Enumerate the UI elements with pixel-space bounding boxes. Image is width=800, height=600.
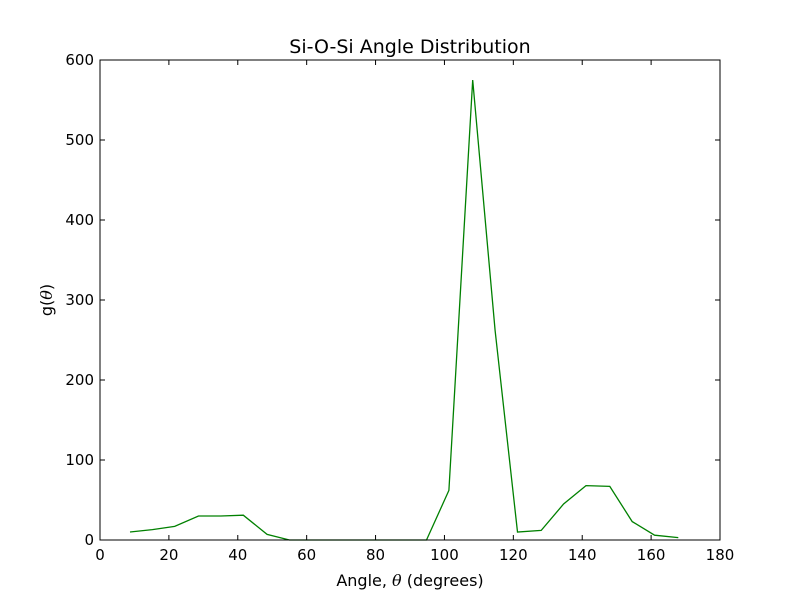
chart-title: Si-O-Si Angle Distribution — [289, 36, 530, 58]
y-tick-label: 400 — [65, 211, 94, 229]
y-tick-label: 600 — [65, 51, 94, 69]
plot-frame — [99, 59, 721, 541]
x-tick-label: 20 — [159, 546, 178, 564]
y-axis-label-suffix: ) — [37, 284, 56, 290]
x-tick-label: 60 — [297, 546, 316, 564]
x-tick-label: 120 — [499, 546, 528, 564]
y-axis-label-prefix: g( — [37, 300, 56, 316]
x-tick-label: 140 — [568, 546, 597, 564]
x-tick-label: 40 — [228, 546, 247, 564]
y-tick-label: 100 — [65, 451, 94, 469]
x-tick-label: 80 — [366, 546, 385, 564]
x-tick-label: 180 — [706, 546, 735, 564]
x-tick-label: 160 — [637, 546, 666, 564]
y-axis-label-symbol: θ — [37, 290, 56, 300]
y-axis-label: g(θ) — [37, 284, 56, 316]
y-tick-label: 200 — [65, 371, 94, 389]
y-tick-label: 0 — [84, 531, 94, 549]
x-axis-label-prefix: Angle, — [336, 571, 392, 590]
y-tick-label: 300 — [65, 291, 94, 309]
x-tick-label: 100 — [430, 546, 459, 564]
x-axis-label: Angle, θ (degrees) — [336, 571, 483, 590]
x-axis-label-symbol: θ — [392, 571, 402, 590]
y-tick-label: 500 — [65, 131, 94, 149]
x-axis-label-suffix: (degrees) — [402, 571, 484, 590]
ticks-layer: 0 20 40 60 80 100 120 140 160 180 0 100 200 300 400 500… — [65, 51, 734, 564]
x-tick-label: 0 — [95, 546, 105, 564]
